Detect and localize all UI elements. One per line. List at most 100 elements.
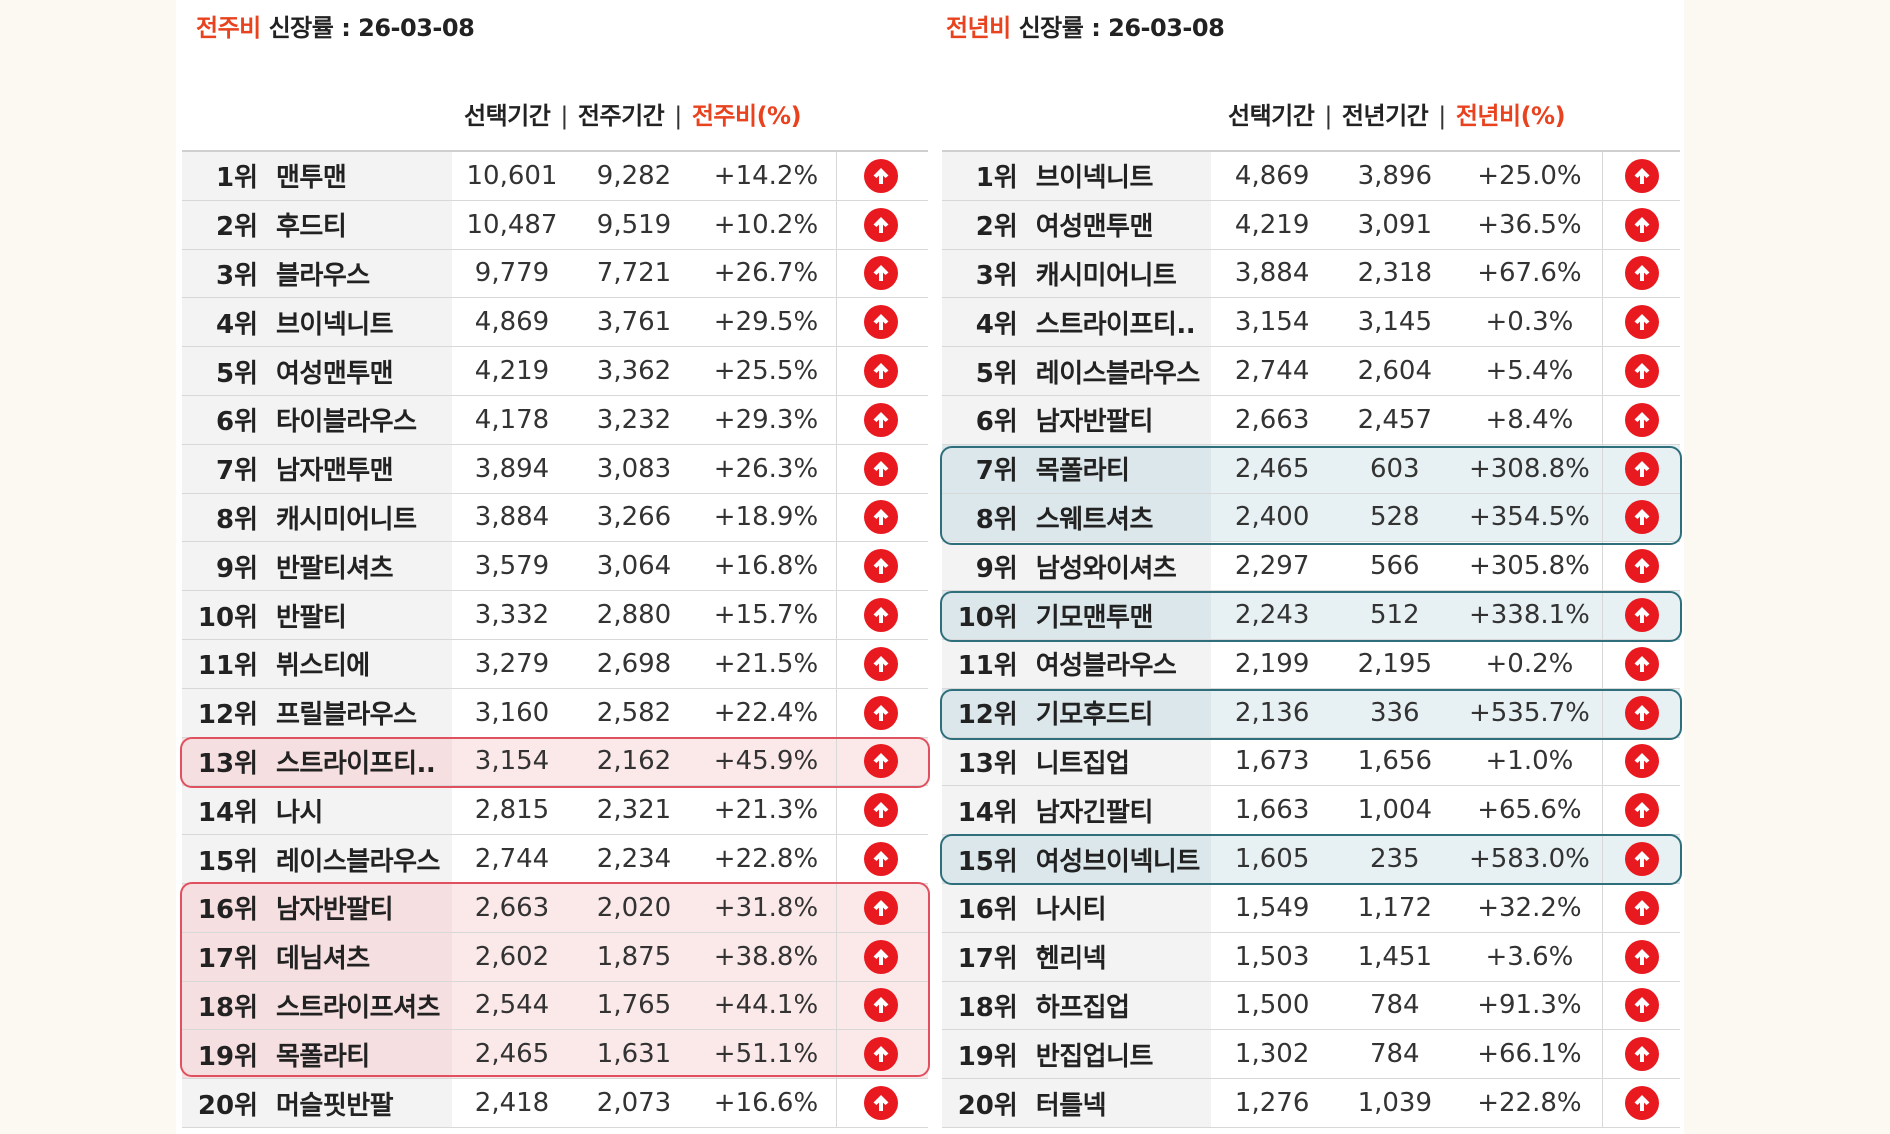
table-row: 13위 니트집업 1,673 1,656 +1.0% [942,737,1680,787]
rank-cell: 8위 [182,493,264,542]
compare-period-cell: 2,020 [596,892,672,923]
arrow-up-circle-icon [863,207,898,242]
rank-cell: 15위 [942,835,1024,883]
rank-cell: 6위 [182,395,264,444]
growth-ratio-cell: +14.2% [713,160,819,191]
selected-period-cell: 2,400 [1234,502,1310,533]
growth-ratio-cell: +535.7% [1468,697,1590,728]
selected-period-cell: 2,663 [1234,404,1310,435]
table-row: 4위 브이넥니트 4,869 3,761 +29.5% [182,298,928,348]
rank-cell: 9위 [182,542,264,591]
compare-period-cell: 2,162 [596,746,672,777]
arrow-up-circle-icon [1624,207,1659,242]
compare-period-cell: 1,004 [1357,795,1433,826]
rank-cell: 14위 [942,786,1024,835]
trend-cell [836,786,924,835]
keyword-cell: 브이넥니트 [264,298,452,347]
arrow-up-circle-icon [863,988,898,1023]
table-row: 1위 맨투맨 10,601 9,282 +14.2% [182,152,928,201]
table-row: 2위 여성맨투맨 4,219 3,091 +36.5% [942,200,1680,250]
keyword-cell: 남성와이셔츠 [1023,542,1212,591]
rank-cell: 7위 [182,444,264,493]
selected-period-cell: 4,178 [474,404,550,435]
compare-period-cell: 1,451 [1357,941,1433,972]
rank-cell: 3위 [182,249,264,298]
rank-cell: 9위 [942,542,1024,591]
growth-ratio-cell: +0.3% [1485,307,1574,338]
rank-cell: 17위 [942,932,1024,981]
growth-ratio-cell: +338.1% [1468,600,1590,631]
trend-cell [836,932,924,981]
growth-ratio-cell: +66.1% [1477,1039,1582,1070]
trend-cell [1602,542,1680,591]
compare-period-cell: 2,582 [596,697,672,728]
keyword-cell: 남자반팔티 [264,883,452,932]
selected-period-cell: 4,219 [474,356,550,387]
trend-cell [1602,493,1680,542]
trend-cell [836,981,924,1030]
trend-cell [1602,395,1680,444]
growth-ratio-cell: +44.1% [713,990,819,1021]
compare-period-cell: 784 [1369,1039,1420,1070]
keyword-cell: 후드티 [264,200,452,249]
keyword-cell: 스웨트셔츠 [1023,493,1212,542]
table-row: 4위 스트라이프티.. 3,154 3,145 +0.3% [942,298,1680,348]
growth-ratio-cell: +25.0% [1477,160,1582,191]
compare-period-cell: 3,232 [596,404,672,435]
growth-ratio-cell: +16.8% [713,551,819,582]
trend-cell [836,347,924,395]
keyword-cell: 레이스블라우스 [264,835,452,883]
selected-period-cell: 2,199 [1234,648,1310,679]
table-row: 12위 프릴블라우스 3,160 2,582 +22.4% [182,688,928,738]
selected-period-cell: 2,465 [1234,453,1310,484]
trend-cell [836,591,924,639]
table-row: 8위 캐시미어니트 3,884 3,266 +18.9% [182,493,928,543]
growth-ratio-cell: +8.4% [1485,404,1574,435]
selected-period-cell: 1,673 [1234,746,1310,777]
compare-period-cell: 2,321 [596,795,672,826]
compare-period-cell: 1,875 [596,941,672,972]
compare-period-cell: 3,266 [596,502,672,533]
table-row: 6위 남자반팔티 2,663 2,457 +8.4% [942,395,1680,445]
column-headers: 선택기간 | 전주기간 | 전주비(%) [464,102,802,130]
compare-period-cell: 1,039 [1357,1088,1433,1119]
arrow-up-circle-icon [1624,793,1659,828]
keyword-cell: 나시티 [1023,883,1212,932]
table-row: 15위 여성브이넥니트 1,605 235 +583.0% [942,835,1680,884]
arrow-up-circle-icon [863,402,898,437]
keyword-cell: 프릴블라우스 [264,688,452,737]
rank-cell: 14위 [182,786,264,835]
table-row: 13위 스트라이프티.. 3,154 2,162 +45.9% [182,737,928,787]
keyword-cell: 데님셔츠 [264,932,452,981]
keyword-cell: 머슬핏반팔 [264,1079,452,1127]
keyword-cell: 맨투맨 [264,152,452,200]
keyword-cell: 여성맨투맨 [1023,200,1212,249]
arrow-up-circle-icon [863,842,898,877]
arrow-up-circle-icon [1624,158,1659,193]
arrow-up-circle-icon [863,695,898,730]
table-row: 10위 기모맨투맨 2,243 512 +338.1% [942,591,1680,640]
arrow-up-circle-icon [863,1086,898,1121]
keyword-cell: 여성브이넥니트 [1023,835,1212,883]
table-row: 10위 반팔티 3,332 2,880 +15.7% [182,591,928,640]
selected-period-cell: 2,243 [1234,600,1310,631]
rank-cell: 16위 [182,883,264,932]
arrow-up-circle-icon [1624,890,1659,925]
compare-period-cell: 1,765 [596,990,672,1021]
growth-ratio-cell: +0.2% [1485,648,1574,679]
selected-period-cell: 2,544 [474,990,550,1021]
compare-period-cell: 3,362 [596,356,672,387]
arrow-up-circle-icon [1624,402,1659,437]
table-row: 3위 블라우스 9,779 7,721 +26.7% [182,249,928,299]
trend-cell [836,298,924,347]
growth-ratio-cell: +51.1% [713,1039,819,1070]
trend-cell [836,152,924,200]
table-row: 18위 하프집업 1,500 784 +91.3% [942,981,1680,1031]
rank-cell: 19위 [942,1030,1024,1079]
table-row: 19위 목폴라티 2,465 1,631 +51.1% [182,1030,928,1080]
selected-period-cell: 2,297 [1234,551,1310,582]
keyword-cell: 스트라이프티.. [264,737,452,786]
keyword-cell: 여성맨투맨 [264,347,452,395]
rank-cell: 7위 [942,444,1024,493]
ranking-table: 1위 맨투맨 10,601 9,282 +14.2% 2위 후드티 10,487 9,519 +1… [182,150,928,1128]
